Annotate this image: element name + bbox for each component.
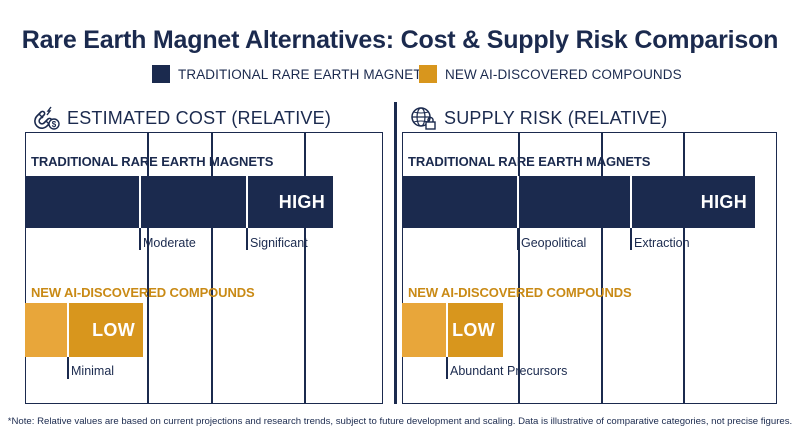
- cost-bar-new-segment-1: [25, 303, 68, 357]
- cost-bar-traditional: HIGH: [25, 176, 333, 228]
- supply-risk-tick-new-1: [446, 357, 448, 379]
- cost-panel-frame: [25, 132, 383, 404]
- cost-bar-traditional-separator-2: [246, 176, 248, 228]
- supply-risk-bar-traditional-segment-3: [631, 176, 755, 228]
- legend-label-new: NEW AI-DISCOVERED COMPOUNDS: [445, 66, 682, 82]
- legend-swatch-new: [419, 65, 437, 83]
- cost-tick-label-traditional-2: Significant: [250, 236, 308, 250]
- cost-panel-title-text: ESTIMATED COST (RELATIVE): [67, 107, 332, 128]
- svg-text:$: $: [52, 120, 57, 129]
- legend-swatch-traditional: [152, 65, 170, 83]
- supply-risk-panel-frame: [402, 132, 777, 404]
- supply-risk-bar-new-segment-1: [402, 303, 447, 357]
- cost-bar-traditional-segment-2: [140, 176, 247, 228]
- cost-bar-traditional-segment-3: [247, 176, 333, 228]
- footnote: *Note: Relative values are based on curr…: [7, 416, 793, 427]
- cost-gridline-2: [211, 132, 213, 404]
- supply-risk-panel-title-text: SUPPLY RISK (RELATIVE): [444, 107, 668, 128]
- cost-tick-traditional-2: [246, 228, 248, 250]
- supply-risk-panel-title: SUPPLY RISK (RELATIVE): [408, 106, 667, 130]
- globe-lock-icon: [411, 107, 436, 130]
- supply-risk-bar-traditional-level-label: HIGH: [700, 191, 747, 212]
- chart-title: Rare Earth Magnet Alternatives: Cost & S…: [21, 26, 779, 54]
- supply-risk-gridline-3: [683, 132, 685, 404]
- cost-bar-new-level-label: LOW: [92, 319, 135, 340]
- cost-panel: $ ESTIMATED COST (RELATIVE) TRADITIONAL …: [25, 100, 383, 404]
- cost-panel-title: $ ESTIMATED COST (RELATIVE): [31, 106, 331, 130]
- magnet-dollar-icon: $: [34, 106, 60, 130]
- legend-item-new: NEW AI-DISCOVERED COMPOUNDS: [419, 64, 682, 84]
- cost-tick-traditional-1: [139, 228, 141, 250]
- cost-tick-label-new-1: Minimal: [71, 364, 115, 378]
- cost-bar-traditional-level-label: HIGH: [278, 191, 325, 212]
- supply-risk-tick-label-traditional-1: Geopolitical: [521, 236, 587, 250]
- panel-divider: [394, 102, 397, 404]
- cost-bar-new-segment-2: [68, 303, 143, 357]
- cost-tick-new-1: [67, 357, 69, 379]
- supply-risk-bar-new-separator-1: [446, 303, 448, 357]
- supply-risk-series-label-new: NEW AI-DISCOVERED COMPOUNDS: [408, 285, 632, 300]
- supply-risk-bar-traditional-separator-2: [630, 176, 632, 228]
- supply-risk-bar-traditional-segment-2: [518, 176, 631, 228]
- cost-series-label-new: NEW AI-DISCOVERED COMPOUNDS: [31, 285, 255, 300]
- cost-bar-new-separator-1: [67, 303, 69, 357]
- supply-risk-bar-traditional-separator-1: [517, 176, 519, 228]
- supply-risk-tick-traditional-1: [517, 228, 519, 250]
- cost-bar-traditional-separator-1: [139, 176, 141, 228]
- supply-risk-panel: SUPPLY RISK (RELATIVE) TRADITIONAL RARE …: [402, 100, 777, 404]
- legend-item-traditional: TRADITIONAL RARE EARTH MAGNETS: [152, 64, 431, 84]
- supply-risk-tick-label-new-1: Abundant Precursors: [450, 364, 568, 378]
- supply-risk-series-label-traditional: TRADITIONAL RARE EARTH MAGNETS: [408, 154, 651, 169]
- cost-tick-label-traditional-1: Moderate: [143, 236, 196, 250]
- supply-risk-bar-new-level-label: LOW: [452, 319, 495, 340]
- supply-risk-bar-traditional-segment-1: [402, 176, 518, 228]
- supply-risk-bar-new-segment-2: [447, 303, 503, 357]
- legend: TRADITIONAL RARE EARTH MAGNETS NEW AI-DI…: [0, 64, 800, 84]
- cost-series-label-traditional: TRADITIONAL RARE EARTH MAGNETS: [31, 154, 274, 169]
- cost-bar-new: LOW: [25, 303, 143, 357]
- supply-risk-gridline-2: [601, 132, 603, 404]
- cost-bar-traditional-segment-1: [25, 176, 140, 228]
- supply-risk-gridline-1: [518, 132, 520, 404]
- supply-risk-bar-new: LOW: [402, 303, 503, 357]
- cost-gridline-3: [304, 132, 306, 404]
- supply-risk-tick-label-traditional-2: Extraction: [634, 236, 690, 250]
- supply-risk-tick-traditional-2: [630, 228, 632, 250]
- legend-label-traditional: TRADITIONAL RARE EARTH MAGNETS: [178, 66, 431, 82]
- supply-risk-bar-traditional: HIGH: [402, 176, 755, 228]
- cost-gridline-1: [147, 132, 149, 404]
